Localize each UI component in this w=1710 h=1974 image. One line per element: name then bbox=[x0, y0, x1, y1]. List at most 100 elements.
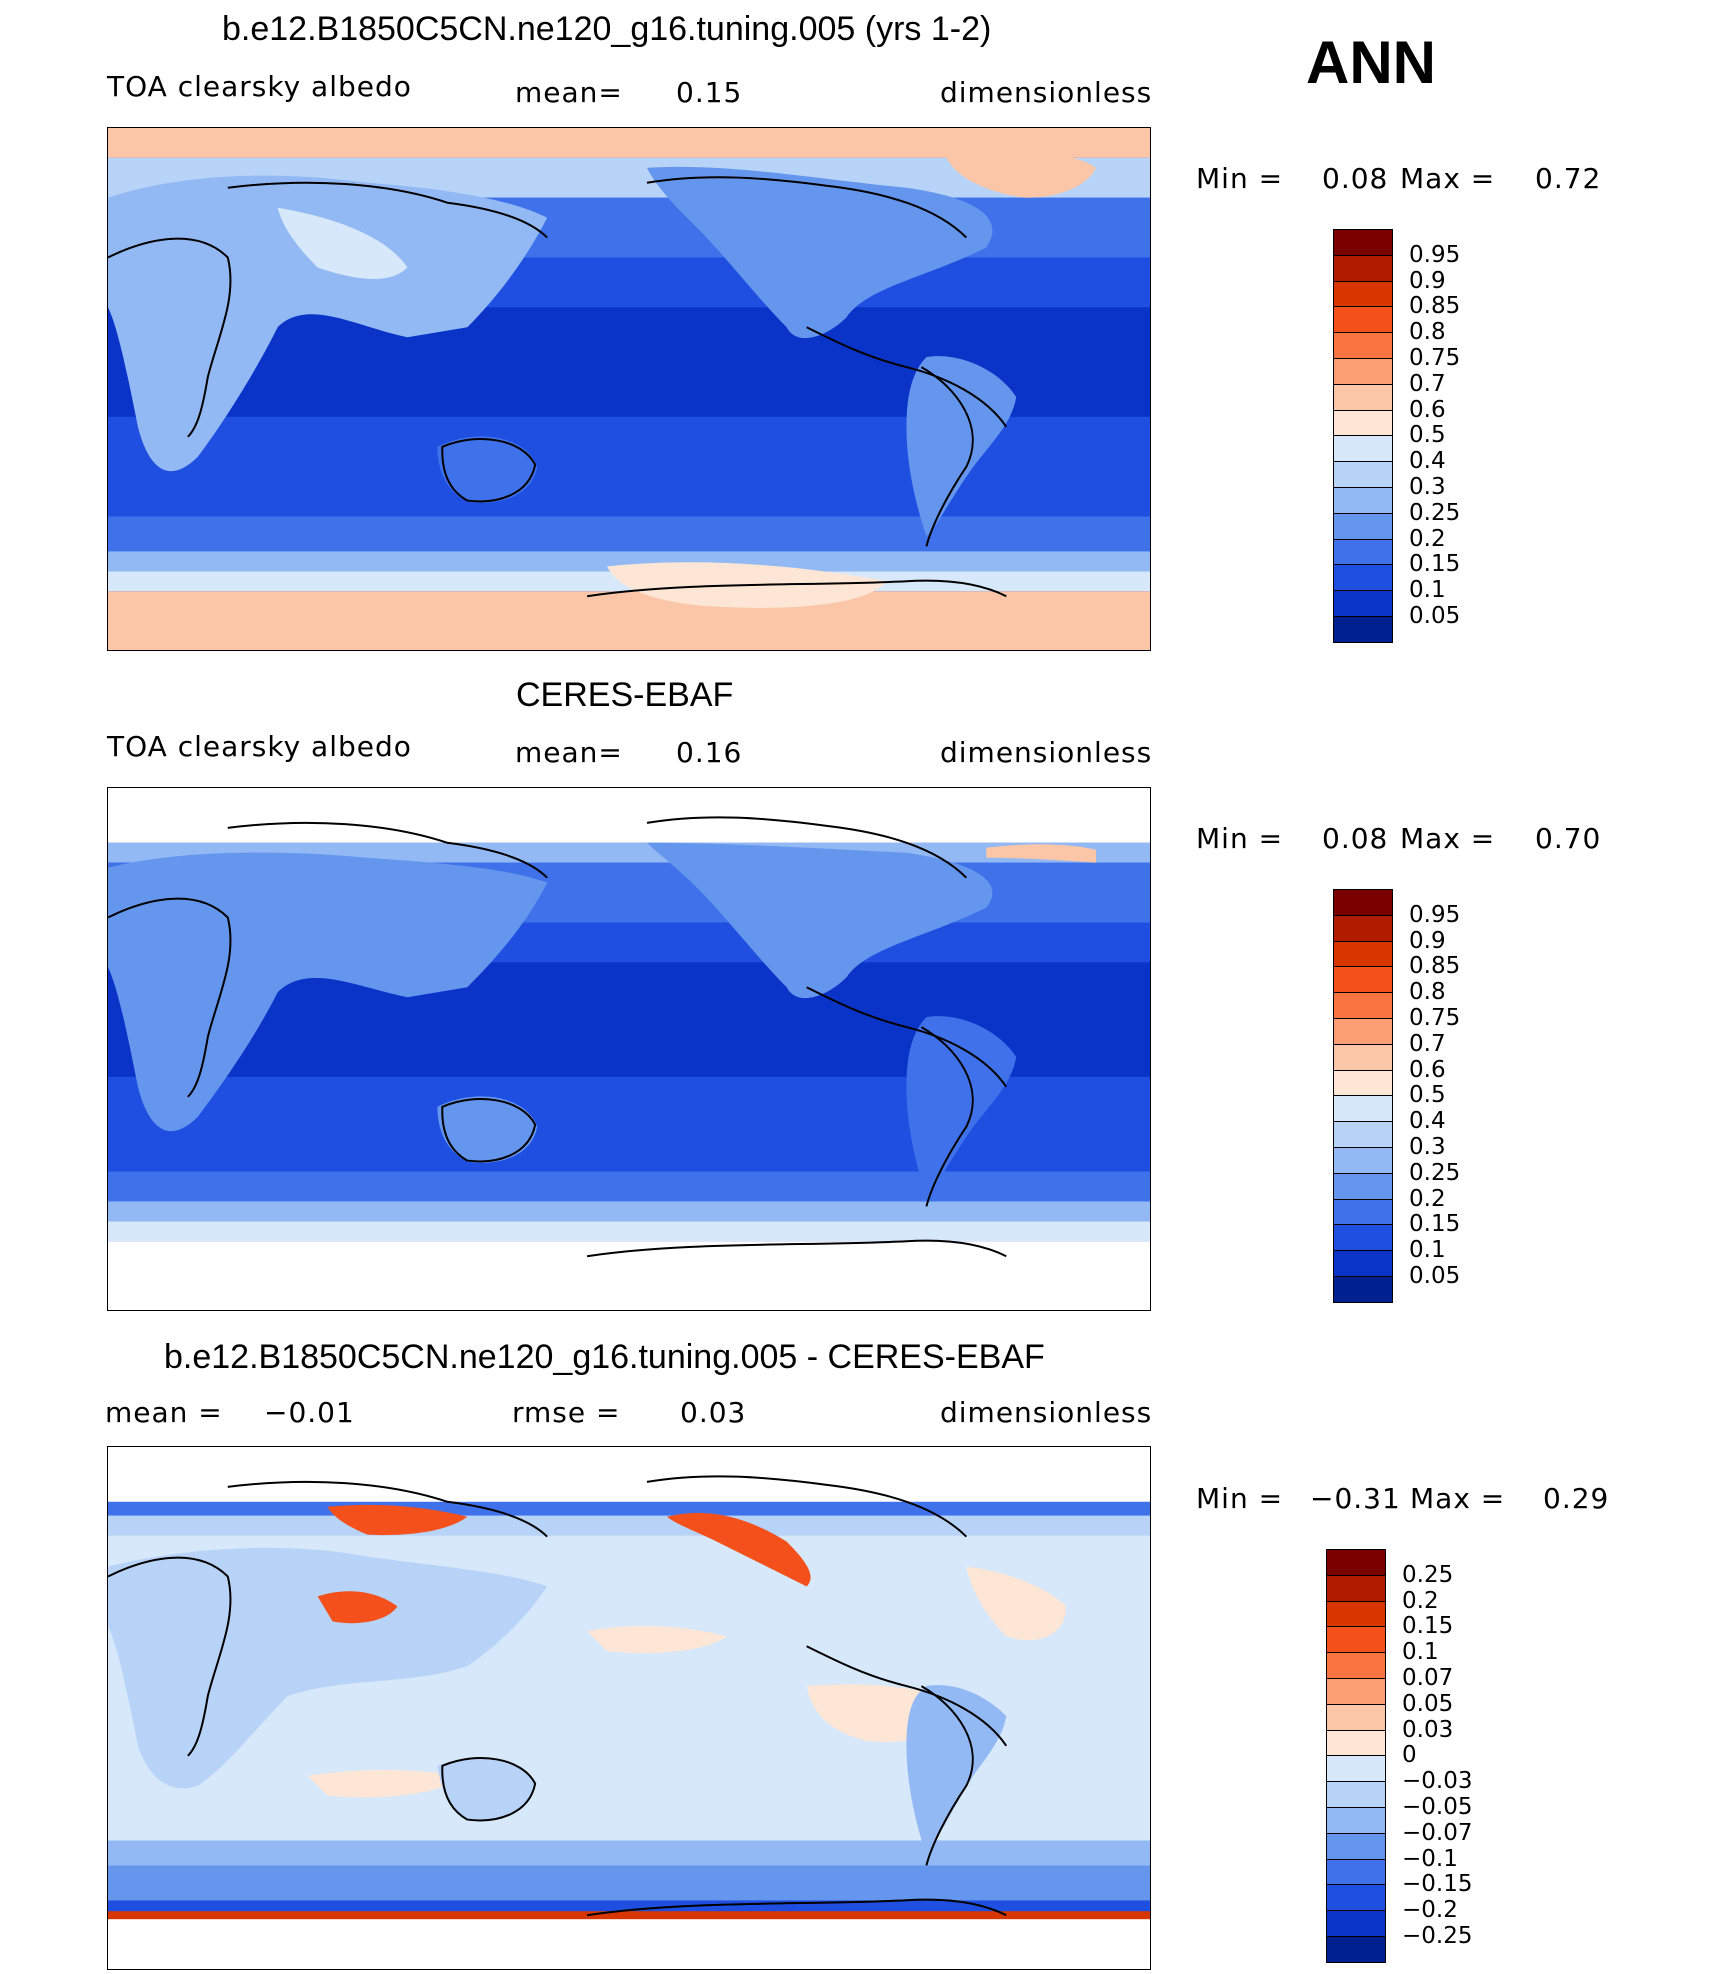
colorbar-label: 0.7 bbox=[1409, 1030, 1446, 1057]
colorbar-label: 0.1 bbox=[1402, 1639, 1439, 1666]
colorbar-swatch bbox=[1333, 1043, 1393, 1071]
colorbar-swatch bbox=[1333, 1172, 1393, 1200]
colorbar-label: 0.5 bbox=[1409, 1082, 1446, 1109]
colorbar-label: 0.05 bbox=[1409, 603, 1461, 629]
colorbar-swatch bbox=[1333, 1095, 1393, 1123]
colorbar-label: 0.75 bbox=[1409, 345, 1461, 371]
colorbar-swatch bbox=[1333, 229, 1393, 256]
colorbar-label: 0.4 bbox=[1409, 1108, 1446, 1135]
colorbar-swatch bbox=[1333, 435, 1393, 463]
colorbar-label: 0 bbox=[1402, 1742, 1417, 1769]
colorbar-swatch bbox=[1333, 1276, 1393, 1303]
colorbar-swatch bbox=[1326, 1600, 1386, 1628]
panel2-min-value: 0.08 bbox=[1322, 822, 1389, 855]
colorbar-label: −0.05 bbox=[1402, 1794, 1473, 1820]
panel2-title: CERES-EBAF bbox=[516, 676, 734, 714]
colorbar-swatch bbox=[1333, 992, 1393, 1019]
panel1-units: dimensionless bbox=[940, 76, 1153, 109]
colorbar-swatch bbox=[1333, 409, 1393, 437]
colorbar-swatch bbox=[1326, 1910, 1386, 1937]
colorbar-label: 0.2 bbox=[1409, 525, 1446, 552]
panel3-rmse-value: 0.03 bbox=[680, 1396, 747, 1429]
colorbar-swatch bbox=[1326, 1755, 1386, 1783]
colorbar-swatch bbox=[1326, 1574, 1386, 1602]
panel3-min-value: −0.31 bbox=[1310, 1482, 1401, 1515]
panel1-mean-value: 0.15 bbox=[676, 76, 743, 109]
colorbar-label: 0.3 bbox=[1409, 474, 1446, 500]
panel1-min-value: 0.08 bbox=[1322, 162, 1389, 195]
colorbar-swatch bbox=[1333, 280, 1393, 308]
colorbar-label: 0.1 bbox=[1409, 1237, 1446, 1264]
colorbar-swatch bbox=[1326, 1807, 1386, 1834]
colorbar-label: −0.25 bbox=[1402, 1923, 1473, 1949]
panel1-mean-label: mean= bbox=[515, 76, 623, 109]
panel3-units: dimensionless bbox=[940, 1396, 1153, 1429]
colorbar-swatch bbox=[1326, 1936, 1386, 1963]
colorbar-swatch bbox=[1333, 1069, 1393, 1097]
colorbar-label: 0.2 bbox=[1409, 1185, 1446, 1212]
colorbar-swatch bbox=[1326, 1781, 1386, 1808]
colorbar-label: −0.07 bbox=[1402, 1819, 1473, 1846]
colorbar-swatch bbox=[1326, 1729, 1386, 1757]
colorbar-label: 0.15 bbox=[1409, 551, 1461, 578]
colorbar-label: 0.05 bbox=[1409, 1263, 1461, 1289]
colorbar-label: 0.2 bbox=[1402, 1587, 1439, 1614]
panel1-contour-field bbox=[108, 128, 1150, 650]
colorbar-label: 0.7 bbox=[1409, 370, 1446, 397]
colorbar-label: 0.95 bbox=[1409, 241, 1461, 268]
colorbar-swatch bbox=[1333, 254, 1393, 282]
colorbar-label: 0.15 bbox=[1409, 1211, 1461, 1238]
panel3-title: b.e12.B1850C5CN.ne120_g16.tuning.005 - C… bbox=[164, 1338, 1045, 1376]
panel2-map bbox=[107, 787, 1151, 1311]
colorbar-swatch bbox=[1326, 1703, 1386, 1731]
panel2-mean-label: mean= bbox=[515, 736, 623, 769]
panel3-mean-label: mean = bbox=[105, 1396, 223, 1429]
panel3-contour-field bbox=[108, 1447, 1150, 1969]
colorbar-swatch bbox=[1333, 966, 1393, 994]
colorbar-label: 0.07 bbox=[1402, 1665, 1454, 1691]
colorbar-label: 0.25 bbox=[1402, 1561, 1454, 1588]
colorbar-swatch bbox=[1333, 1250, 1393, 1277]
colorbar-swatch bbox=[1333, 564, 1393, 592]
panel2-contour-field bbox=[108, 788, 1150, 1310]
panel1-max-label: Max = bbox=[1400, 162, 1496, 195]
panel3-mean-value: −0.01 bbox=[264, 1396, 355, 1429]
colorbar-swatch bbox=[1333, 889, 1393, 916]
colorbar-swatch bbox=[1326, 1549, 1386, 1576]
colorbar-swatch bbox=[1333, 1224, 1393, 1252]
panel2-max-label: Max = bbox=[1400, 822, 1496, 855]
colorbar-swatch bbox=[1326, 1678, 1386, 1705]
colorbar-label: 0.75 bbox=[1409, 1005, 1461, 1031]
panel2-units: dimensionless bbox=[940, 736, 1153, 769]
colorbar-swatch bbox=[1333, 538, 1393, 566]
colorbar-swatch bbox=[1333, 306, 1393, 334]
panel2-min-label: Min = bbox=[1196, 822, 1284, 855]
colorbar-swatch bbox=[1333, 1198, 1393, 1226]
panel3-rmse-label: rmse = bbox=[512, 1396, 621, 1429]
colorbar-swatch bbox=[1333, 383, 1393, 411]
panel1-variable-label: TOA clearsky albedo bbox=[107, 70, 412, 103]
colorbar-label: 0.25 bbox=[1409, 1159, 1461, 1186]
panel3-map bbox=[107, 1446, 1151, 1970]
panel3-max-label: Max = bbox=[1410, 1482, 1506, 1515]
colorbar-label: 0.03 bbox=[1402, 1716, 1454, 1743]
colorbar-label: 0.9 bbox=[1409, 927, 1446, 954]
colorbar-label: −0.2 bbox=[1402, 1897, 1458, 1924]
colorbar-label: 0.4 bbox=[1409, 448, 1446, 475]
colorbar-label: 0.5 bbox=[1409, 422, 1446, 449]
colorbar-swatch bbox=[1333, 461, 1393, 488]
colorbar-label: 0.9 bbox=[1409, 267, 1446, 294]
season-label: ANN bbox=[1306, 29, 1436, 96]
colorbar-swatch bbox=[1326, 1652, 1386, 1679]
colorbar-swatch bbox=[1333, 512, 1393, 540]
colorbar-swatch bbox=[1326, 1884, 1386, 1912]
colorbar-swatch bbox=[1333, 914, 1393, 942]
colorbar-label: 0.25 bbox=[1409, 499, 1461, 526]
colorbar-swatch bbox=[1333, 332, 1393, 359]
panel1-max-value: 0.72 bbox=[1535, 162, 1602, 195]
colorbar-swatch bbox=[1333, 590, 1393, 617]
panel3-min-label: Min = bbox=[1196, 1482, 1284, 1515]
colorbar-swatch bbox=[1326, 1832, 1386, 1860]
colorbar-label: 0.95 bbox=[1409, 901, 1461, 928]
panel2-variable-label: TOA clearsky albedo bbox=[107, 730, 412, 763]
